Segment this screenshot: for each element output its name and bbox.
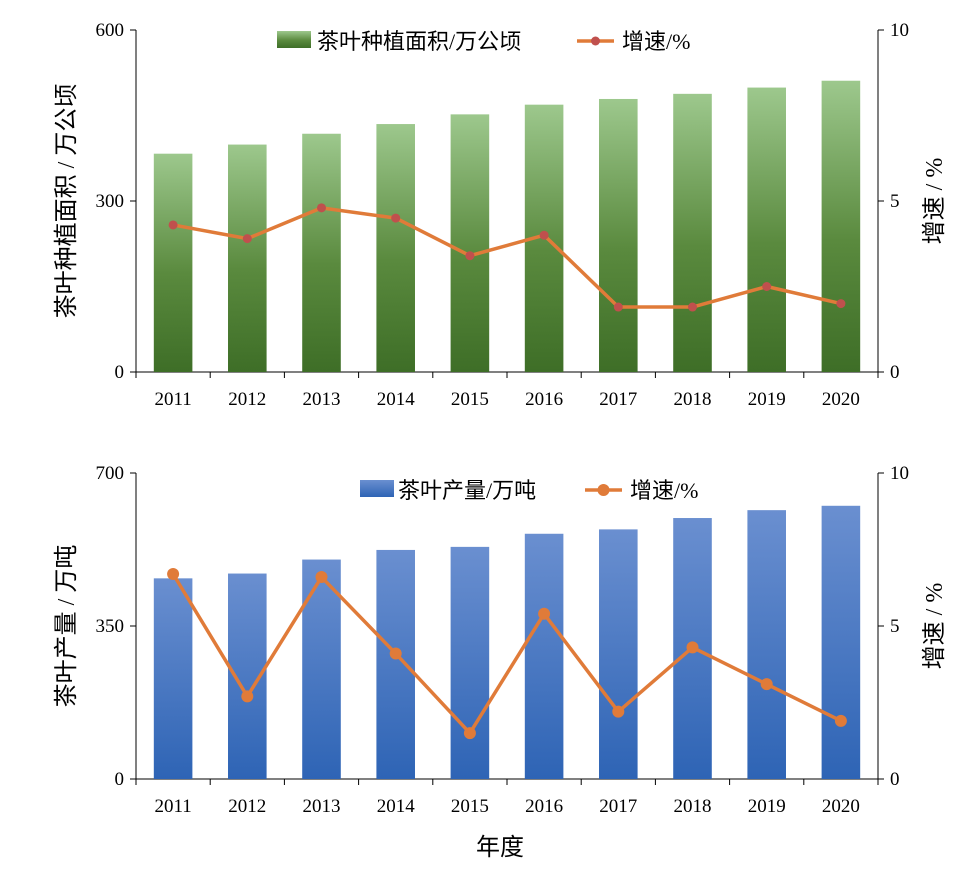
x-tick-label: 2012 [228, 389, 266, 410]
legend-bar-swatch [360, 480, 394, 497]
bar-2016 [524, 533, 564, 779]
bar-2017 [599, 529, 638, 779]
right-tick-label: 10 [890, 20, 909, 41]
right-axis-title: 增速 / % [921, 583, 948, 670]
left-tick-label: 0 [115, 362, 125, 383]
growth-rate-point-2020 [836, 299, 846, 309]
bar-2020 [821, 505, 861, 779]
x-tick-label: 2017 [599, 389, 637, 410]
growth-rate-point-2013 [317, 203, 326, 213]
growth-rate-point-2015 [463, 727, 476, 740]
x-tick-label: 2011 [154, 796, 191, 817]
left-tick-label: 700 [96, 463, 125, 484]
left-tick-label: 600 [96, 20, 125, 41]
x-tick-label: 2020 [822, 796, 860, 817]
growth-rate-point-2011 [167, 567, 180, 580]
x-tick-label: 2015 [451, 796, 489, 817]
growth-rate-point-2018 [688, 302, 697, 312]
x-axis-label: 年度 [476, 834, 524, 861]
left-axis-title: 茶叶产量 / 万吨 [53, 545, 80, 708]
bar-2014 [376, 124, 415, 372]
bar-2017 [599, 98, 638, 372]
left-tick-label: 0 [115, 769, 125, 790]
legend-line-label: 增速/% [630, 478, 698, 503]
growth-rate-point-2017 [613, 302, 623, 312]
right-tick-label: 5 [890, 616, 900, 637]
right-tick-label: 0 [890, 362, 900, 383]
x-tick-label: 2019 [748, 796, 786, 817]
bar-2019 [747, 87, 786, 372]
legend-line-marker [591, 36, 600, 46]
growth-rate-point-2015 [465, 251, 475, 261]
growth-rate-point-2016 [538, 607, 551, 620]
growth-rate-point-2017 [612, 705, 625, 718]
x-tick-label: 2018 [674, 796, 712, 817]
x-tick-label: 2012 [228, 796, 266, 817]
growth-rate-point-2012 [242, 234, 252, 244]
growth-rate-point-2020 [834, 714, 847, 727]
growth-rate-point-2018 [686, 641, 699, 654]
right-axis-title: 增速 / % [921, 158, 948, 245]
x-tick-label: 2014 [377, 389, 416, 410]
legend-bar-label: 茶叶产量/万吨 [398, 478, 536, 503]
growth-rate-point-2019 [762, 282, 772, 291]
bar-2015 [450, 546, 490, 779]
left-axis-title: 茶叶种植面积 / 万公顷 [53, 84, 80, 319]
chart-panel-1: 0 300 600 0 5 10 2011 2012 2013 2014 2015 2016 2017 2… [53, 20, 948, 410]
growth-rate-point-2012 [241, 690, 254, 703]
x-tick-label: 2014 [377, 796, 416, 817]
bar-2012 [228, 144, 267, 372]
growth-rate-point-2014 [389, 647, 402, 660]
x-tick-label: 2018 [674, 389, 712, 410]
x-tick-label: 2019 [748, 389, 786, 410]
bar-2014 [376, 549, 415, 779]
bar-2015 [450, 114, 490, 373]
growth-rate-line [171, 573, 842, 735]
bar-2020 [821, 80, 861, 372]
left-tick-label: 300 [96, 191, 125, 212]
x-tick-label: 2015 [451, 389, 489, 410]
growth-rate-point-2016 [539, 230, 549, 240]
right-tick-label: 0 [890, 769, 900, 790]
growth-rate-point-2011 [168, 220, 178, 230]
legend-line-label: 增速/% [622, 29, 690, 54]
legend-bar-swatch [277, 31, 311, 48]
x-tick-label: 2017 [599, 796, 637, 817]
bar-2018 [673, 93, 712, 372]
legend-line-marker [597, 484, 610, 496]
x-tick-label: 2020 [822, 389, 860, 410]
bar-2019 [747, 510, 786, 779]
x-tick-label: 2016 [525, 796, 563, 817]
bar-2011 [153, 578, 193, 779]
growth-rate-line [172, 206, 842, 309]
x-tick-label: 2013 [303, 389, 341, 410]
right-tick-label: 10 [890, 463, 909, 484]
chart-panel-2: 0 350 700 0 5 10 2011 2012 2013 2014 2015 2016 2017 2… [53, 463, 948, 817]
legend-bar-label: 茶叶种植面积/万公顷 [317, 29, 521, 54]
right-tick-label: 5 [890, 191, 900, 212]
x-tick-label: 2016 [525, 389, 563, 410]
bar-2011 [153, 153, 193, 372]
bar-2013 [302, 133, 341, 372]
growth-rate-point-2019 [760, 678, 773, 691]
left-tick-label: 350 [96, 616, 125, 637]
x-tick-label: 2013 [303, 796, 341, 817]
x-tick-label: 2011 [154, 389, 191, 410]
growth-rate-point-2013 [315, 571, 328, 584]
growth-rate-point-2014 [391, 213, 401, 223]
